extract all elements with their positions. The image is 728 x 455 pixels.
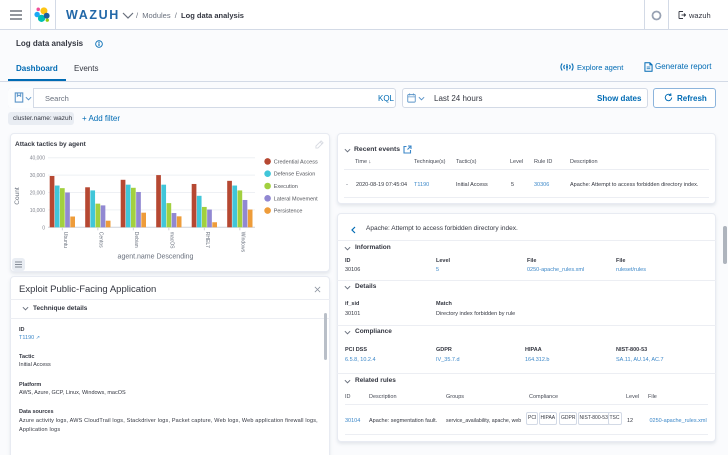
svg-text:macOS: macOS: [168, 232, 174, 249]
svg-text:agent.name Descending: agent.name Descending: [118, 254, 194, 261]
svg-text:Debian: Debian: [133, 232, 139, 248]
svg-text:Centos: Centos: [97, 232, 103, 248]
svg-text:40,000: 40,000: [30, 156, 46, 162]
svg-text:RHEL7: RHEL7: [204, 232, 210, 248]
svg-text:Persistence: Persistence: [274, 209, 303, 215]
svg-text:Credential Access: Credential Access: [274, 159, 318, 165]
svg-text:Defense Evasion: Defense Evasion: [274, 172, 316, 178]
svg-text:Ubuntu: Ubuntu: [62, 232, 68, 248]
svg-text:Count: Count: [14, 187, 21, 205]
svg-text:Windows: Windows: [239, 232, 245, 253]
svg-text:20,000: 20,000: [30, 191, 46, 197]
svg-text:Execution: Execution: [274, 184, 298, 190]
svg-text:Lateral Movement: Lateral Movement: [274, 196, 318, 202]
svg-text:30,000: 30,000: [30, 173, 46, 179]
svg-text:10,000: 10,000: [30, 208, 46, 214]
svg-text:0: 0: [42, 225, 45, 231]
